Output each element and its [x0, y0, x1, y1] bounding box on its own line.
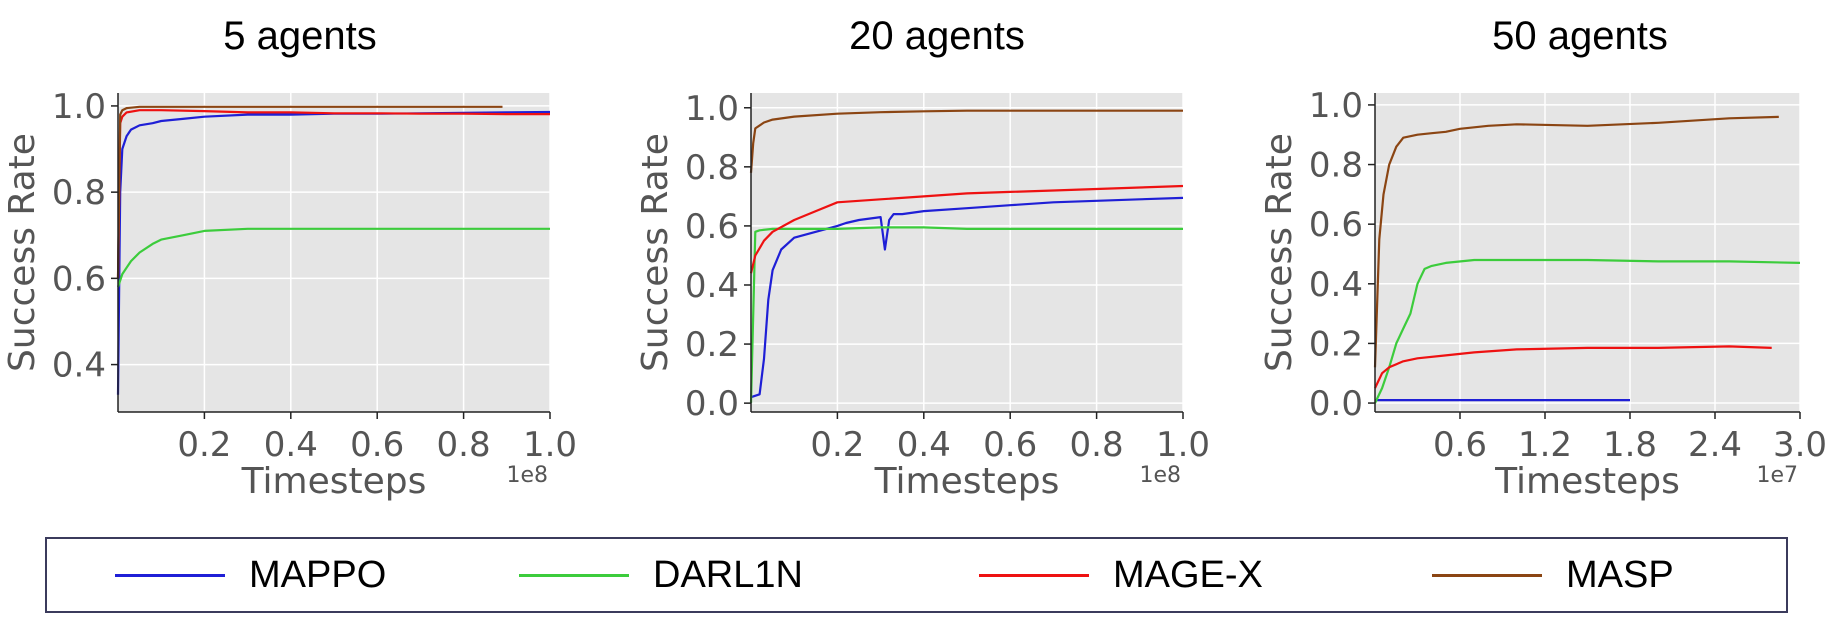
legend-swatch-darl1n [519, 573, 629, 577]
x-tick-label: 0.6 [983, 425, 1037, 465]
y-tick-label: 1.0 [685, 89, 739, 129]
x-offset-label: 1e8 [506, 463, 548, 488]
chart-title-20-agents: 20 agents [849, 14, 1025, 58]
y-tick-label: 0.4 [685, 266, 739, 306]
x-axis-label: Timesteps [1494, 461, 1680, 502]
x-tick-label: 0.6 [350, 425, 404, 465]
x-tick-label: 0.4 [897, 425, 951, 465]
y-tick-label: 0.0 [1309, 384, 1363, 424]
legend-swatch-mage-x [979, 573, 1089, 577]
y-tick-label: 0.6 [52, 259, 106, 299]
x-tick-label: 1.0 [1156, 425, 1210, 465]
x-axis-label: Timesteps [874, 461, 1060, 502]
x-tick-label: 0.4 [264, 425, 318, 465]
series-line-mage-x [116, 109, 550, 279]
series-line-mage-x [1374, 345, 1772, 389]
y-tick-label: 0.4 [52, 346, 106, 386]
series-line-masp [116, 105, 503, 279]
series-line-mappo [750, 196, 1184, 399]
series-line-masp [1373, 115, 1779, 368]
x-tick-label: 0.8 [437, 425, 491, 465]
x-tick-label: 3.0 [1773, 425, 1827, 465]
legend-label-mage-x: MAGE-X [1113, 553, 1263, 596]
y-axis-label: Success Rate [635, 133, 676, 372]
y-tick-label: 0.0 [685, 384, 739, 424]
series-line-darl1n [1374, 258, 1801, 404]
y-tick-label: 0.2 [1309, 324, 1363, 364]
x-offset-label: 1e7 [1756, 463, 1798, 488]
series-line-darl1n [749, 226, 1183, 404]
legend-swatch-masp [1432, 573, 1542, 577]
y-tick-label: 0.8 [685, 148, 739, 188]
y-axis-label: Success Rate [2, 133, 43, 372]
x-tick-label: 0.6 [1433, 425, 1487, 465]
chart-title-5-agents: 5 agents [223, 14, 377, 58]
y-tick-label: 0.4 [1309, 265, 1363, 305]
legend-item-masp: MASP [1432, 539, 1674, 611]
chart-panel-0: 0.2 0.4 0.6 0.8 1.0 0.4 0.6 0.8 1.0 Timesteps Succ… [2, 87, 577, 502]
x-tick-label: 0.2 [177, 425, 231, 465]
chart-title-50-agents: 50 agents [1492, 14, 1668, 58]
legend-item-darl1n: DARL1N [519, 539, 803, 611]
legend-label-mappo: MAPPO [249, 553, 387, 596]
plot-area [751, 93, 1183, 412]
x-tick-label: 1.0 [523, 425, 577, 465]
plot-area [118, 93, 550, 412]
x-tick-label: 0.8 [1070, 425, 1124, 465]
legend-label-masp: MASP [1566, 553, 1674, 596]
legend-item-mappo: MAPPO [115, 539, 386, 611]
y-tick-label: 0.8 [1309, 146, 1363, 186]
x-tick-label: 1.8 [1603, 425, 1657, 465]
y-tick-label: 0.6 [685, 207, 739, 247]
legend: MAPPO DARL1N MAGE-X MASP [45, 537, 1788, 613]
chart-panel-2: 0.6 1.2 1.8 2.4 3.0 0.0 0.2 0.4 0.6 0.8 1.0 Timeste… [1259, 86, 1827, 502]
y-tick-label: 0.2 [685, 325, 739, 365]
x-offset-label: 1e8 [1139, 463, 1181, 488]
x-axis-label: Timesteps [241, 461, 427, 502]
series-line-masp [749, 109, 1183, 173]
chart-panel-1: 0.2 0.4 0.6 0.8 1.0 0.0 0.2 0.4 0.6 0.8 1.0 Timeste… [635, 89, 1210, 502]
x-tick-label: 2.4 [1688, 425, 1742, 465]
legend-swatch-mappo [115, 573, 225, 577]
y-tick-label: 0.8 [52, 173, 106, 213]
y-tick-label: 0.6 [1309, 205, 1363, 245]
y-tick-label: 1.0 [52, 87, 106, 127]
y-axis-label: Success Rate [1259, 133, 1300, 372]
plot-area [1375, 93, 1800, 412]
charts-canvas: 0.2 0.4 0.6 0.8 1.0 0.4 0.6 0.8 1.0 Timesteps Succ… [2, 86, 1827, 502]
y-tick-label: 1.0 [1309, 86, 1363, 126]
series-line-mage-x [749, 184, 1184, 274]
legend-label-darl1n: DARL1N [653, 553, 803, 596]
series-line-darl1n [116, 227, 550, 288]
x-tick-label: 0.2 [810, 425, 864, 465]
x-tick-label: 1.2 [1518, 425, 1572, 465]
legend-item-mage-x: MAGE-X [979, 539, 1263, 611]
